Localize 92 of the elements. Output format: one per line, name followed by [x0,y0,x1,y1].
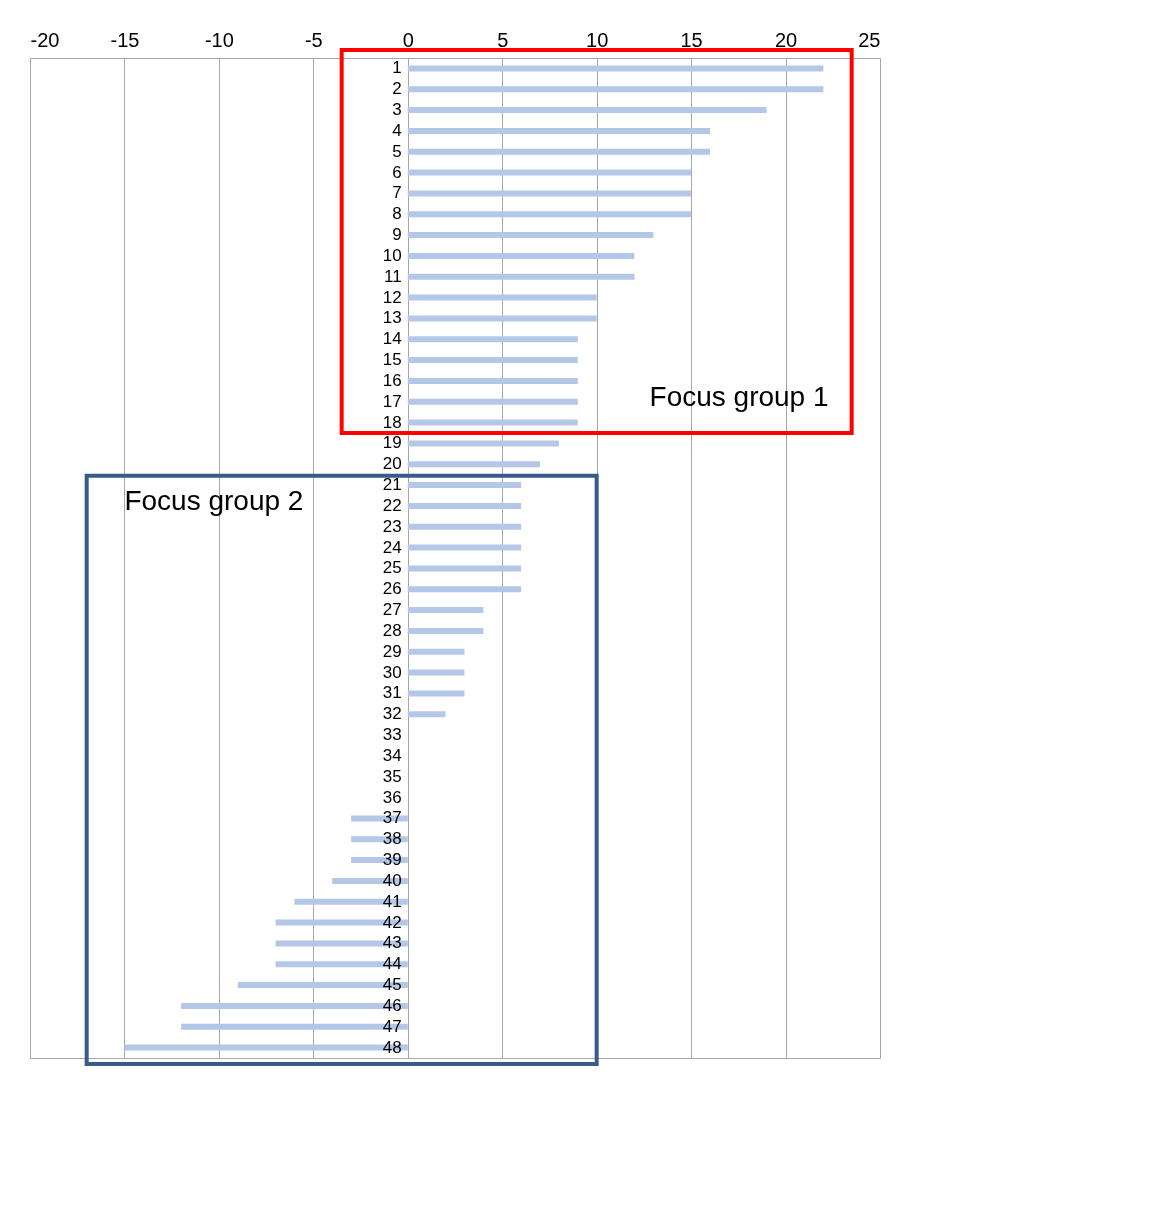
y-tick-label: 4 [392,120,402,140]
y-tick-label: 19 [382,433,402,453]
y-tick-label: 1 [392,58,402,78]
x-tick-label: -5 [304,28,323,51]
bar [407,627,484,634]
x-tick-label: 0 [402,28,414,51]
bar [407,169,692,176]
bar [407,711,446,718]
y-tick-label: 28 [382,620,402,640]
bar [407,648,465,655]
y-tick-label: 5 [392,141,402,161]
y-tick-label: 34 [382,745,402,765]
y-tick-label: 30 [382,662,402,682]
bar [407,586,522,593]
x-tick-label: 10 [586,28,609,51]
y-tick-label: 35 [382,766,402,786]
bar [407,357,578,364]
x-tick-label: 15 [680,28,703,51]
x-tick-label: -15 [110,28,140,51]
y-tick-label: 7 [392,183,402,203]
y-tick-label: 3 [392,100,402,120]
y-tick-label: 36 [382,787,402,807]
annotation: Focus group 2 [124,484,304,516]
bar [407,523,522,530]
bar [407,690,465,697]
bar [407,86,824,93]
y-tick-label: 20 [382,454,402,474]
y-tick-label: 14 [382,329,402,349]
bar [407,232,654,239]
y-tick-label: 11 [384,266,402,286]
y-tick-label: 10 [382,245,402,265]
y-tick-label: 45 [382,975,402,995]
y-tick-label: 23 [382,516,402,536]
y-tick-label: 47 [382,1016,402,1036]
y-tick-label: 31 [382,683,402,703]
y-tick-label: 15 [382,350,402,370]
bar [407,273,635,280]
bar [407,544,522,551]
y-tick-label: 24 [382,537,402,557]
x-tick-label: -20 [30,28,60,51]
y-tick-label: 9 [392,225,402,245]
y-tick-label: 48 [382,1037,402,1057]
bar [407,669,465,676]
bar [407,190,692,197]
y-tick-label: 8 [392,204,402,224]
y-tick-label: 33 [382,725,402,745]
y-tick-label: 43 [382,933,402,953]
x-tick-label: -10 [204,28,234,51]
y-tick-label: 21 [382,475,402,495]
y-tick-label: 25 [382,558,402,578]
bar [407,107,767,114]
bar [407,315,597,322]
y-tick-label: 29 [382,641,402,661]
x-tick-label: 25 [858,28,881,51]
bar [407,211,692,218]
bar [407,482,522,489]
y-tick-label: 13 [382,308,402,328]
bar [407,377,578,384]
y-tick-label: 12 [382,287,402,307]
y-tick-label: 37 [382,808,402,828]
y-tick-label: 42 [382,912,402,932]
y-tick-label: 16 [382,370,402,390]
bar [407,565,522,572]
bar [407,398,578,405]
bar [407,607,484,614]
y-tick-label: 32 [382,704,402,724]
y-tick-label: 41 [382,891,402,911]
y-tick-label: 18 [382,412,402,432]
y-tick-label: 40 [382,870,402,890]
bar [407,440,559,447]
annotation: Focus group 1 [649,380,829,412]
y-tick-label: 6 [392,162,402,182]
bar [407,461,540,468]
bar [407,252,635,259]
y-tick-label: 2 [392,79,402,99]
bar [407,419,578,426]
y-tick-label: 17 [382,391,402,411]
x-tick-label: 5 [497,28,509,51]
bar [407,294,597,301]
bar [407,502,522,509]
y-tick-label: 39 [382,850,402,870]
y-tick-label: 38 [382,829,402,849]
y-tick-label: 27 [382,600,402,620]
bar [407,148,710,155]
bar [407,127,710,134]
bar [407,65,824,72]
x-tick-label: 20 [774,28,798,51]
y-tick-label: 22 [382,495,402,515]
y-tick-label: 26 [382,579,402,599]
bar [407,336,578,343]
y-tick-label: 46 [382,995,402,1015]
y-tick-label: 44 [382,954,402,974]
